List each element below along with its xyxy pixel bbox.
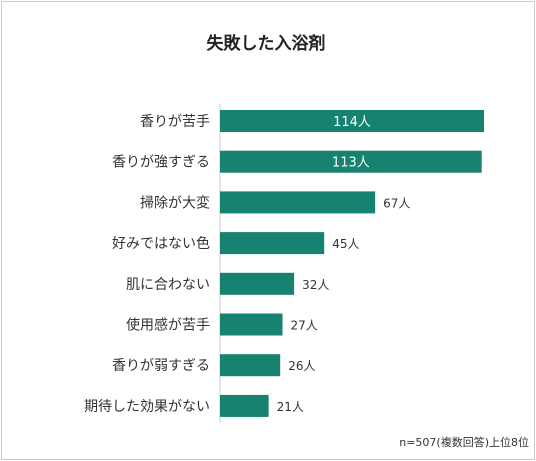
sample-size-note: n=507(複数回答)上位8位 [399,435,529,449]
bar [220,191,376,214]
chart-title: 失敗した入浴剤 [207,33,326,54]
category-label: 香りが強すぎる [112,155,210,171]
data-label: 114人 [333,115,371,130]
category-label: 掃除が大変 [140,194,210,211]
bar [220,394,269,417]
data-label: 26人 [288,359,315,373]
bar [220,313,283,336]
bar [220,150,482,173]
data-label: 67人 [383,196,410,210]
category-label: 好みではない色 [112,235,210,252]
bar [220,354,281,377]
data-label: 27人 [291,319,318,333]
category-label: 香りが苦手 [140,114,210,130]
category-label: 香りが弱すぎる [112,358,210,374]
category-label: 期待した効果がない [84,399,210,415]
category-label: 肌に合わない [126,277,210,293]
data-label: 113人 [332,156,370,171]
bar [220,232,325,255]
bar [220,272,295,295]
data-label: 21人 [277,400,304,414]
data-label: 32人 [302,278,329,292]
category-label: 使用感が苦手 [126,317,210,334]
bar [220,110,484,132]
data-label: 45人 [332,237,359,251]
